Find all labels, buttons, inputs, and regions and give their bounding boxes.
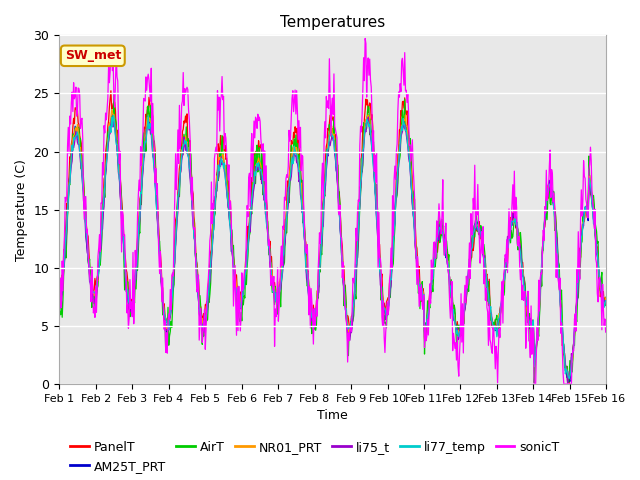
li75_t xyxy=(206,278,214,284)
li77_temp xyxy=(207,261,214,267)
li77_temp xyxy=(416,282,424,288)
AirT xyxy=(178,144,186,150)
li77_temp xyxy=(109,112,117,118)
NR01_PRT xyxy=(416,282,424,288)
AM25T_PRT xyxy=(416,284,424,290)
NR01_PRT xyxy=(108,107,115,113)
AM25T_PRT xyxy=(603,300,611,305)
NR01_PRT xyxy=(603,300,611,306)
PanelT xyxy=(207,250,214,255)
sonicT xyxy=(603,324,611,330)
Line: PanelT: PanelT xyxy=(59,91,607,384)
li77_temp xyxy=(400,121,408,127)
Y-axis label: Temperature (C): Temperature (C) xyxy=(15,159,28,261)
AM25T_PRT xyxy=(178,153,186,158)
AM25T_PRT xyxy=(65,180,73,185)
sonicT xyxy=(177,127,185,132)
Line: AirT: AirT xyxy=(59,94,607,383)
li77_temp xyxy=(603,299,611,305)
Line: li77_temp: li77_temp xyxy=(59,115,607,378)
Legend: PanelT, AM25T_PRT, AirT, NR01_PRT, li75_t, li77_temp, sonicT: PanelT, AM25T_PRT, AirT, NR01_PRT, li75_… xyxy=(65,435,564,478)
PanelT xyxy=(565,381,573,387)
sonicT xyxy=(362,36,369,41)
AirT xyxy=(55,317,63,323)
AM25T_PRT xyxy=(122,274,130,280)
sonicT xyxy=(531,381,538,387)
sonicT xyxy=(55,310,63,316)
li75_t xyxy=(400,123,408,129)
sonicT xyxy=(416,284,424,290)
Line: AM25T_PRT: AM25T_PRT xyxy=(59,115,607,382)
AirT xyxy=(564,380,572,386)
NR01_PRT xyxy=(564,375,572,381)
sonicT xyxy=(65,150,73,156)
AirT xyxy=(603,300,611,306)
PanelT xyxy=(65,174,73,180)
NR01_PRT xyxy=(178,147,186,153)
li77_temp xyxy=(122,278,130,284)
li77_temp xyxy=(565,375,573,381)
li75_t xyxy=(416,288,424,294)
PanelT xyxy=(122,266,130,272)
AirT xyxy=(122,270,130,276)
li75_t xyxy=(364,114,372,120)
li77_temp xyxy=(55,305,63,311)
AirT xyxy=(416,306,424,312)
AirT xyxy=(65,180,73,185)
li75_t xyxy=(564,380,572,386)
AM25T_PRT xyxy=(566,379,573,384)
Line: NR01_PRT: NR01_PRT xyxy=(59,110,607,378)
sonicT xyxy=(206,238,214,243)
NR01_PRT xyxy=(65,181,73,187)
Line: li75_t: li75_t xyxy=(59,117,607,383)
NR01_PRT xyxy=(55,306,63,312)
Title: Temperatures: Temperatures xyxy=(280,15,385,30)
li77_temp xyxy=(65,183,73,189)
Text: SW_met: SW_met xyxy=(65,49,121,62)
PanelT xyxy=(416,283,424,288)
AirT xyxy=(110,91,118,97)
NR01_PRT xyxy=(122,271,130,277)
sonicT xyxy=(400,83,408,88)
PanelT xyxy=(400,105,408,111)
Line: sonicT: sonicT xyxy=(59,38,607,384)
li75_t xyxy=(603,303,611,309)
AM25T_PRT xyxy=(109,112,116,118)
NR01_PRT xyxy=(400,117,408,123)
PanelT xyxy=(55,293,63,299)
li75_t xyxy=(122,272,129,278)
li77_temp xyxy=(178,152,186,157)
X-axis label: Time: Time xyxy=(317,409,348,422)
AirT xyxy=(400,119,408,125)
AM25T_PRT xyxy=(400,116,408,122)
AirT xyxy=(207,281,214,287)
sonicT xyxy=(122,258,129,264)
PanelT xyxy=(178,143,186,148)
PanelT xyxy=(107,88,115,94)
NR01_PRT xyxy=(207,264,214,270)
PanelT xyxy=(603,299,611,305)
li75_t xyxy=(65,183,73,189)
AM25T_PRT xyxy=(207,260,214,266)
li75_t xyxy=(177,168,185,174)
AM25T_PRT xyxy=(55,309,63,314)
li75_t xyxy=(55,304,63,310)
